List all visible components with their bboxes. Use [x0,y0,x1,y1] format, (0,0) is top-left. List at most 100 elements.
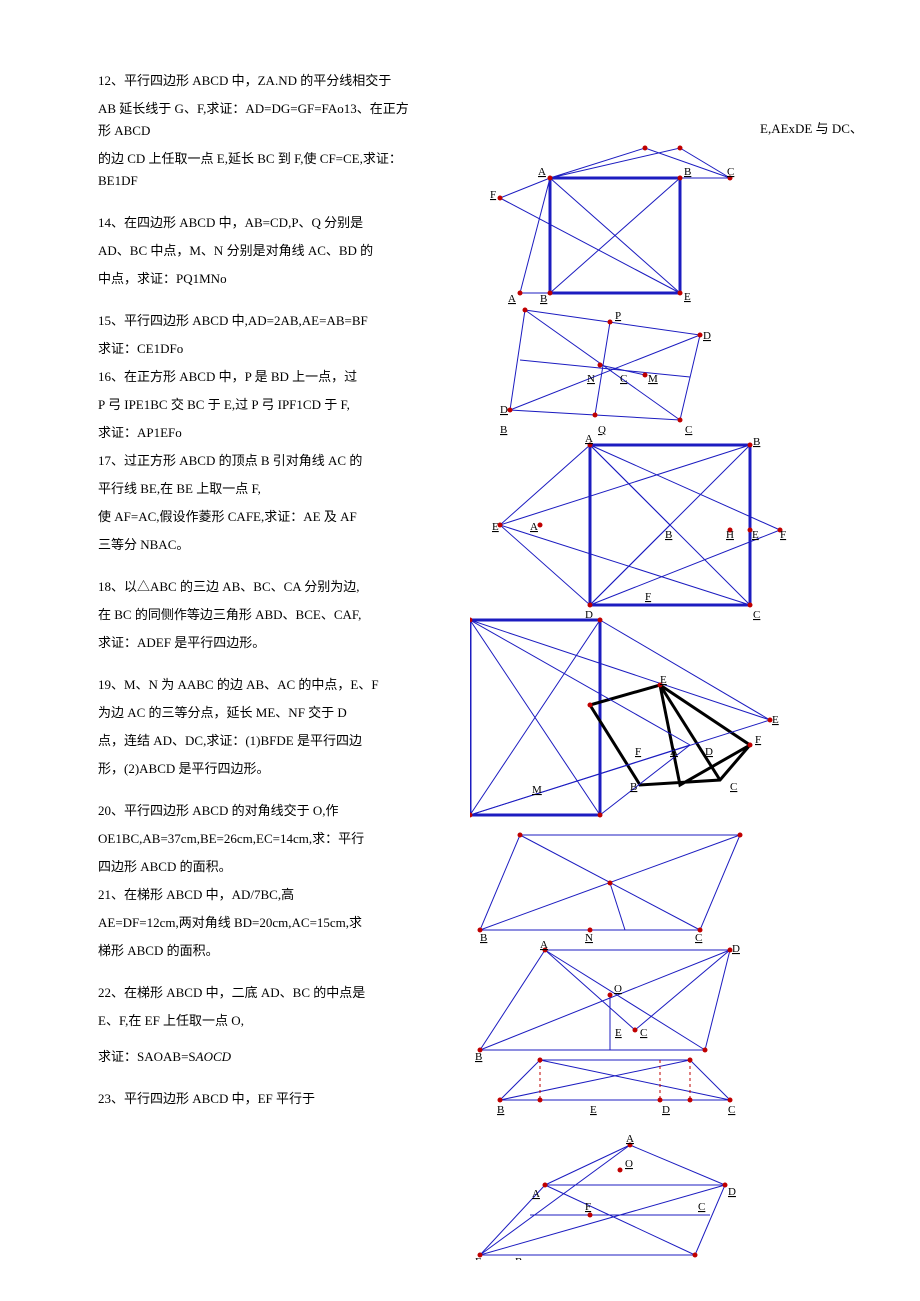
q18-l1: 18、以△ABC 的三边 AB、BC、CA 分别为边, [98,576,418,598]
diagram-6: A D O B E C [475,939,740,1063]
svg-text:A: A [508,293,516,305]
q17-l2: 平行线 BE,在 BE 上取一点 F, [98,478,418,500]
diagram-3: A B E A B H E F D F C [492,433,786,621]
q16-l3: 求证：AP1EFo [98,422,418,444]
q19-l3: 点，连结 AD、DC,求证：(1)BFDE 是平行四边 [98,730,418,752]
q21-l1: 21、在梯形 ABCD 中，AD/7BC,高 [98,884,418,906]
svg-text:F: F [755,734,761,746]
svg-text:F: F [780,529,786,541]
svg-text:B: B [480,932,487,944]
svg-text:D: D [728,1186,736,1198]
svg-text:O: O [614,983,622,995]
svg-text:O: O [625,1158,633,1170]
svg-text:B: B [665,529,672,541]
svg-text:E: E [590,1104,597,1116]
svg-text:A: A [540,939,548,951]
svg-text:P: P [615,310,621,322]
diagram-5: B N C [478,833,743,945]
svg-text:C: C [685,424,692,436]
svg-text:A: A [532,1188,540,1200]
svg-text:D: D [662,1104,670,1116]
svg-text:E: E [492,521,499,533]
svg-text:C: C [695,932,702,944]
svg-text:D: D [732,943,740,955]
svg-text:M: M [532,784,542,796]
svg-text:C: C [728,1104,735,1116]
svg-text:E: E [752,529,759,541]
svg-text:D: D [500,404,508,416]
q23: 23、平行四边形 ABCD 中，EF 平行于 [98,1088,418,1110]
svg-text:F: F [635,746,641,758]
q20-l3: 四边形 ABCD 的面积。 [98,856,418,878]
q12-l3: 的边 CD 上任取一点 E,延长 BC 到 F,使 CF=CE,求证：BE1DF [98,148,418,192]
geometry-diagrams: A B C F E A B P D D N C M B Q C A B E A … [470,140,810,1260]
q14-l3: 中点，求证：PQ1MNo [98,268,418,290]
svg-text:C: C [730,781,737,793]
q17-l3: 使 AF=AC,假设作菱形 CAFE,求证：AE 及 AF [98,506,418,528]
diagram-8: A O A D F C E B [475,1133,736,1260]
q19-l4: 形，(2)ABCD 是平行四边形。 [98,758,418,780]
svg-text:B: B [500,424,507,436]
svg-text:H: H [726,529,734,541]
diagram-column: A B C F E A B P D D N C M B Q C A B E A … [470,140,810,1260]
q15-l2: 求证：CE1DFo [98,338,418,360]
svg-text:A: A [626,1133,634,1145]
q15-l1: 15、平行四边形 ABCD 中,AD=2AB,AE=AB=BF [98,310,418,332]
svg-text:D: D [703,330,711,342]
svg-text:B: B [753,436,760,448]
svg-text:B: B [515,1256,522,1260]
svg-text:B: B [540,293,547,305]
svg-text:C: C [640,1027,647,1039]
q22-l1: 22、在梯形 ABCD 中，二底 AD、BC 的中点是 [98,982,418,1004]
diagram-2: P D D N C M B Q C [500,308,711,437]
svg-text:B: B [684,166,691,178]
q22-l3: 求证：SAOAB=SAOCD [98,1046,418,1068]
svg-text:F: F [585,1201,591,1213]
svg-text:D: D [705,746,713,758]
svg-text:M: M [648,373,658,385]
q20-l2: OE1BC,AB=37cm,BE=26cm,EC=14cm,求：平行 [98,828,418,850]
svg-text:C: C [620,373,627,385]
q16-l2: P 弓 IPE1BC 交 BC 于 E,过 P 弓 IPF1CD 于 F, [98,394,418,416]
svg-text:F: F [645,591,651,603]
svg-text:C: C [727,166,734,178]
q14-l1: 14、在四边形 ABCD 中，AB=CD,P、Q 分别是 [98,212,418,234]
q18-l3: 求证：ADEF 是平行四边形。 [98,632,418,654]
q12-l2: AB 延长线于 G、F,求证：AD=DG=GF=FAo13、在正方形 ABCD [98,98,418,142]
q12-l1: 12、平行四边形 ABCD 中，ZA.ND 的平分线相交于 [98,70,418,92]
diagram-4: E E F F A D B C D M [470,618,779,829]
svg-text:C: C [753,609,760,621]
svg-text:Q: Q [598,424,606,436]
svg-text:E: E [660,674,667,686]
svg-text:N: N [587,373,595,385]
svg-text:B: B [497,1104,504,1116]
svg-text:A: A [538,166,546,178]
diagram-7: B E D C [497,1058,735,1117]
svg-text:E: E [772,714,779,726]
q22-l2: E、F,在 EF 上任取一点 O, [98,1010,418,1032]
text-column: 12、平行四边形 ABCD 中，ZA.ND 的平分线相交于 AB 延长线于 G、… [98,70,418,1116]
q20-l1: 20、平行四边形 ABCD 的对角线交于 O,作 [98,800,418,822]
q17-l1: 17、过正方形 ABCD 的顶点 B 引对角线 AC 的 [98,450,418,472]
svg-text:A: A [670,746,678,758]
q19-l2: 为边 AC 的三等分点，延长 ME、NF 交于 D [98,702,418,724]
svg-text:B: B [630,781,637,793]
q16-l1: 16、在正方形 ABCD 中，P 是 BD 上一点，过 [98,366,418,388]
side-annotation: E,AExDE 与 DC、 [760,118,863,137]
q18-l2: 在 BC 的同侧作等边三角形 ABD、BCE、CAF, [98,604,418,626]
q19-l1: 19、M、N 为 AABC 的边 AB、AC 的中点，E、F [98,674,418,696]
svg-text:B: B [475,1051,482,1063]
svg-text:A: A [585,433,593,445]
svg-text:E: E [684,291,691,303]
diagram-1: A B C F E A B [490,146,734,306]
svg-text:E: E [475,1256,482,1260]
svg-text:A: A [530,521,538,533]
q14-l2: AD、BC 中点，M、N 分别是对角线 AC、BD 的 [98,240,418,262]
q21-l2: AE=DF=12cm,两对角线 BD=20cm,AC=15cm,求 [98,912,418,934]
svg-text:F: F [490,189,496,201]
svg-text:C: C [698,1201,705,1213]
svg-text:E: E [615,1027,622,1039]
q17-l4: 三等分 NBAC。 [98,534,418,556]
q21-l3: 梯形 ABCD 的面积。 [98,940,418,962]
svg-text:N: N [585,932,593,944]
